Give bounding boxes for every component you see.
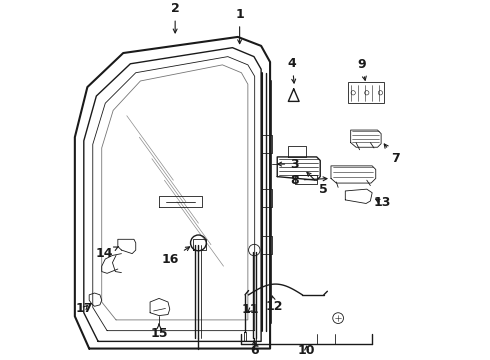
Text: 2: 2: [171, 3, 179, 33]
Text: 5: 5: [307, 172, 328, 195]
Text: 15: 15: [150, 324, 168, 340]
Text: 11: 11: [242, 303, 259, 316]
Text: 12: 12: [266, 296, 284, 313]
Text: 14: 14: [96, 247, 119, 260]
Text: 7: 7: [384, 144, 400, 165]
Text: 13: 13: [373, 196, 391, 209]
Text: 9: 9: [358, 58, 366, 80]
Text: 6: 6: [250, 341, 259, 357]
Text: 16: 16: [162, 247, 190, 266]
Text: 8: 8: [290, 174, 327, 187]
Text: 17: 17: [76, 302, 93, 315]
Text: 4: 4: [288, 57, 296, 83]
Text: 3: 3: [278, 158, 299, 171]
Text: 1: 1: [235, 8, 244, 44]
Text: 10: 10: [298, 344, 316, 357]
